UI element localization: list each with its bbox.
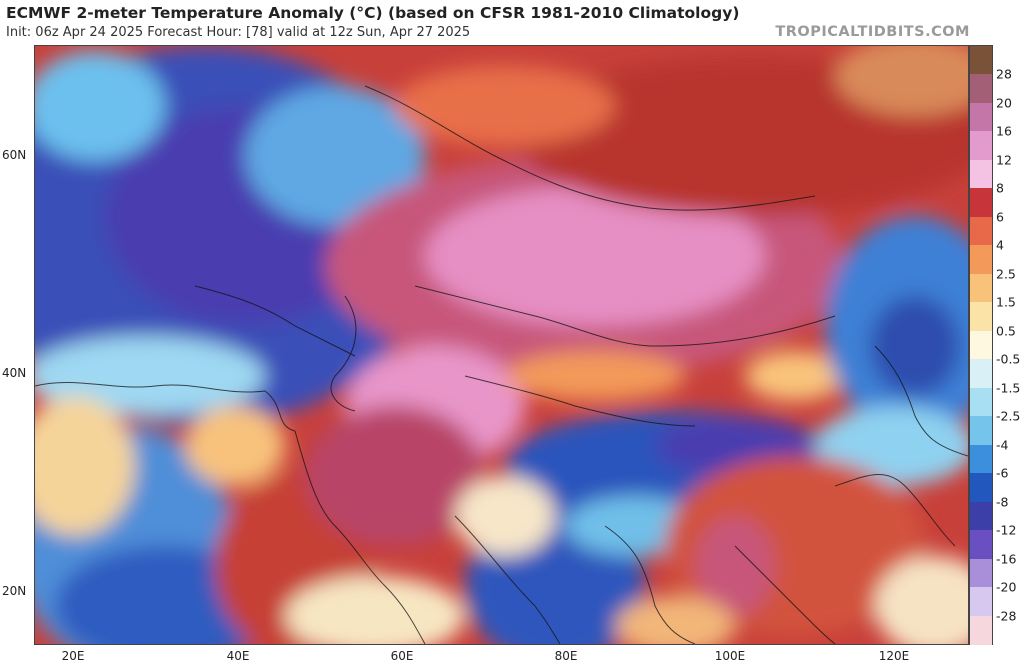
- colorbar-label: -0.5: [996, 351, 1021, 367]
- watermark: TROPICALTIDBITS.COM: [775, 24, 970, 40]
- lon-label-80e: 80E: [554, 649, 578, 663]
- colorbar-cell: [970, 188, 992, 218]
- colorbar-label: -16: [996, 551, 1017, 567]
- coastlines: [35, 85, 968, 644]
- colorbar-cell: [970, 74, 992, 104]
- colorbar-label: 28: [996, 66, 1012, 82]
- colorbar-cell: [970, 501, 992, 531]
- colorbar-cell: [970, 359, 992, 389]
- lat-label-60n: 60N: [2, 148, 27, 162]
- colorbar-label: 1.5: [996, 294, 1016, 310]
- colorbar-cell: [970, 273, 992, 303]
- colorbar-cell: [970, 245, 992, 275]
- colorbar-cell: [970, 473, 992, 503]
- colorbar-cell: [970, 131, 992, 161]
- colorbar-cell: [970, 530, 992, 560]
- colorbar-label: 16: [996, 123, 1012, 139]
- colorbar-label: -2.5: [996, 408, 1021, 424]
- lat-label-20n: 20N: [2, 584, 27, 598]
- colorbar-label: 2.5: [996, 266, 1016, 282]
- colorbar-label: -8: [996, 494, 1009, 510]
- lon-label-60e: 60E: [390, 649, 414, 663]
- colorbar-label: -6: [996, 465, 1009, 481]
- colorbar: [969, 45, 993, 645]
- colorbar-cell: [970, 558, 992, 588]
- colorbar-cell: [970, 216, 992, 246]
- colorbar-cell: [970, 416, 992, 446]
- colorbar-label: 4: [996, 237, 1004, 253]
- colorbar-cell: [970, 444, 992, 474]
- colorbar-label: -1.5: [996, 380, 1021, 396]
- lon-label-20e: 20E: [61, 649, 85, 663]
- lon-label-120e: 120E: [878, 649, 910, 663]
- colorbar-label: -12: [996, 522, 1017, 538]
- colorbar-label: 0.5: [996, 323, 1016, 339]
- colorbar-label: 6: [996, 209, 1004, 225]
- colorbar-label: -20: [996, 579, 1017, 595]
- lon-label-100e: 100E: [714, 649, 746, 663]
- colorbar-cell: [970, 615, 992, 645]
- colorbar-label: 8: [996, 180, 1004, 196]
- colorbar-label: 12: [996, 152, 1012, 168]
- anomaly-map: [34, 45, 969, 645]
- colorbar-cell: [970, 587, 992, 617]
- colorbar-label: -28: [996, 608, 1017, 624]
- colorbar-cell: [970, 46, 992, 75]
- colorbar-cell: [970, 302, 992, 332]
- colorbar-cell: [970, 387, 992, 417]
- lat-label-40n: 40N: [2, 366, 27, 380]
- anomaly-field: [35, 46, 968, 644]
- colorbar-label: 20: [996, 95, 1012, 111]
- colorbar-cell: [970, 102, 992, 132]
- colorbar-cell: [970, 159, 992, 189]
- colorbar-label: -4: [996, 437, 1009, 453]
- map-title: ECMWF 2-meter Temperature Anomaly (°C) (…: [6, 4, 740, 22]
- lon-label-40e: 40E: [226, 649, 250, 663]
- map-subtitle: Init: 06z Apr 24 2025 Forecast Hour: [78…: [6, 25, 471, 40]
- colorbar-cell: [970, 330, 992, 360]
